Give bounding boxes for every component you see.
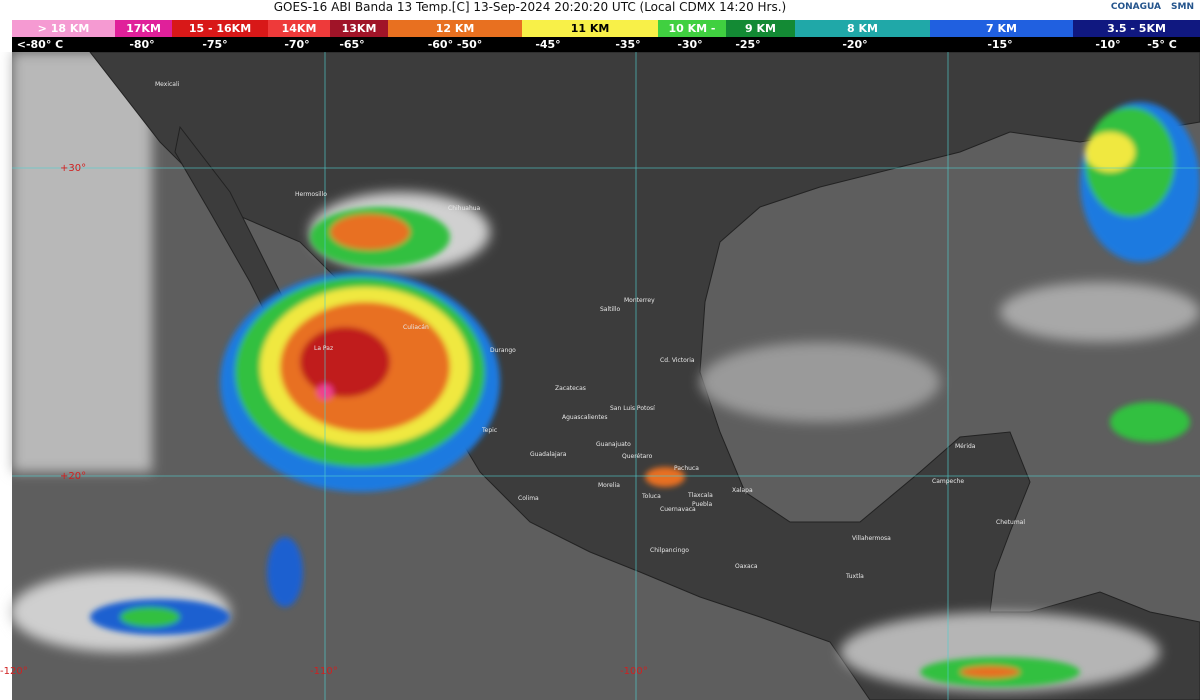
city: Toluca	[641, 493, 661, 500]
temperature-label: -65°	[339, 38, 365, 51]
legend-segment: 7 KM	[930, 20, 1073, 37]
city: Tuxtla	[845, 573, 864, 580]
temperature-label: -20°	[842, 38, 868, 51]
lat-label: +20°	[60, 471, 86, 482]
city: Puebla	[692, 501, 712, 508]
legend-segment: 3.5 - 5KM	[1073, 20, 1200, 37]
legend-segment: 11 KM	[522, 20, 658, 37]
city: Guanajuato	[596, 441, 631, 448]
temperature-label: -70°	[284, 38, 310, 51]
city: Xalapa	[732, 487, 753, 494]
cities: Mexicali Hermosillo Chihuahua Monterrey …	[155, 81, 1025, 580]
city: Oaxaca	[735, 563, 758, 570]
satellite-image: +30° +20° -120° -110° -100° Mexicali Her…	[0, 52, 1200, 700]
legend-segment: 10 KM -	[658, 20, 726, 37]
city: Zacatecas	[555, 385, 586, 392]
legend-segment: 13KM	[330, 20, 388, 37]
legend-segment: 14KM	[268, 20, 330, 37]
temperature-label: -80°	[129, 38, 155, 51]
temperature-label: -5° C	[1147, 38, 1177, 51]
temperature-label: <-80° C	[16, 38, 64, 51]
city: Campeche	[932, 478, 964, 485]
legend-segment: > 18 KM	[12, 20, 115, 37]
logos: CONAGUA SMN	[1111, 2, 1194, 12]
lon-label: -110°	[310, 666, 338, 677]
city: Tepic	[481, 427, 497, 434]
grid-lines	[12, 52, 1200, 700]
temperature-label: -10°	[1095, 38, 1121, 51]
city: Durango	[490, 347, 516, 354]
city: Cd. Victoria	[660, 357, 695, 364]
city: Hermosillo	[295, 191, 327, 198]
grid-labels: +30° +20° -120° -110° -100°	[0, 163, 648, 677]
city: Pachuca	[674, 465, 699, 472]
temperature-label: -35°	[615, 38, 641, 51]
city: Morelia	[598, 482, 620, 489]
lon-label: -100°	[620, 666, 648, 677]
pacific-clear	[12, 52, 152, 472]
temperature-label: -45°	[535, 38, 561, 51]
hurricane-clouds	[90, 102, 1200, 687]
city: Saltillo	[600, 306, 621, 313]
city: Mexicali	[155, 81, 180, 88]
legend-segment: 9 KM	[726, 20, 795, 37]
legend-segment: 12 KM	[388, 20, 522, 37]
logo-smn: SMN	[1171, 2, 1194, 12]
lon-label: -120°	[0, 666, 28, 677]
legend-segment: 15 - 16KM	[172, 20, 268, 37]
height-legend: > 18 KM 17KM 15 - 16KM 14KM 13KM 12 KM 11 KM 10…	[12, 20, 1200, 37]
city: Cuernavaca	[660, 506, 696, 513]
logo-conagua: CONAGUA	[1110, 2, 1162, 12]
city: Culiacán	[403, 324, 429, 331]
city: Tlaxcala	[687, 492, 713, 499]
title: GOES-16 ABI Banda 13 Temp.[C] 13-Sep-202…	[273, 0, 787, 14]
city: Aguascalientes	[562, 414, 608, 421]
city: Monterrey	[624, 297, 655, 304]
city: San Luis Potosí	[610, 405, 655, 412]
legend-segment: 8 KM	[795, 20, 930, 37]
temperature-legend: <-80° C -80° -75° -70° -65° -60° -50° -45° -35°…	[12, 37, 1200, 52]
city: Mérida	[955, 443, 976, 450]
legend-segment: 17KM	[115, 20, 172, 37]
city: Villahermosa	[852, 535, 891, 542]
temperature-label: -25°	[735, 38, 761, 51]
temperature-label: -60° -50°	[427, 38, 483, 51]
temperature-label: -15°	[987, 38, 1013, 51]
lat-label: +30°	[60, 163, 86, 174]
city: Guadalajara	[530, 451, 567, 458]
city: Querétaro	[622, 453, 653, 460]
temperature-label: -75°	[202, 38, 228, 51]
temperature-label: -30°	[677, 38, 703, 51]
city: Colima	[518, 495, 539, 502]
city: La Paz	[314, 345, 333, 352]
city: Chihuahua	[448, 205, 481, 212]
margin	[0, 52, 12, 700]
city: Chilpancingo	[650, 547, 689, 554]
city: Chetumal	[996, 519, 1025, 526]
